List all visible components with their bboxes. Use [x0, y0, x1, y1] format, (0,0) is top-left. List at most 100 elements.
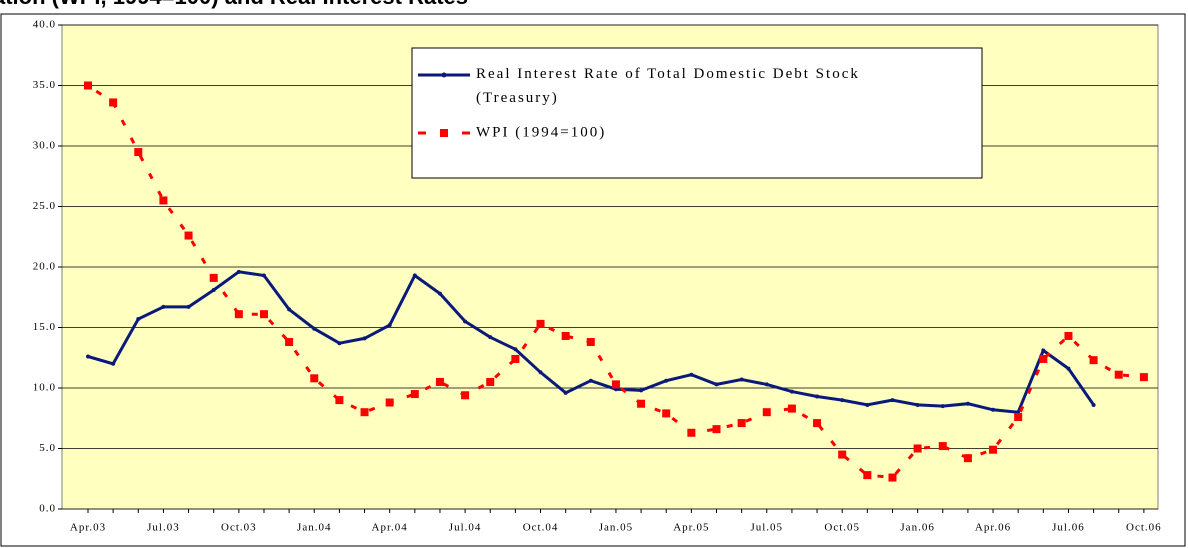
point: [236, 269, 241, 274]
point: [536, 319, 545, 328]
point: [310, 374, 319, 383]
point: [109, 98, 118, 107]
legend-label: Real Interest Rate of Total Domestic Deb…: [476, 66, 860, 106]
point: [815, 394, 820, 399]
point: [186, 304, 191, 309]
point: [463, 319, 468, 324]
chart-title: Inflation (WPI, 1994=100) and Real Inter…: [0, 0, 468, 9]
point: [1014, 413, 1023, 422]
x-tick-label: Oct.06: [1126, 522, 1162, 534]
x-tick-label: Jan.05: [599, 522, 633, 534]
point: [261, 273, 266, 278]
point: [840, 398, 845, 403]
point: [762, 408, 771, 417]
point: [337, 341, 342, 346]
point: [111, 361, 116, 366]
x-tick-label: Apr.06: [975, 522, 1011, 534]
point: [689, 372, 694, 377]
point: [1041, 348, 1046, 353]
point: [287, 307, 292, 312]
point: [687, 428, 696, 437]
legend-label: WPI (1994=100): [476, 124, 606, 140]
point: [159, 196, 168, 205]
x-tick-label: Jul.04: [449, 522, 482, 534]
x-tick-label: Oct.05: [824, 522, 860, 534]
point: [211, 287, 216, 292]
y-tick-label: 30.0: [33, 140, 56, 152]
point: [561, 331, 570, 340]
point: [915, 402, 920, 407]
point: [965, 401, 970, 406]
point: [435, 377, 444, 386]
x-tick-label: Jan.06: [900, 522, 934, 534]
point: [714, 382, 719, 387]
lines: [84, 81, 1148, 482]
point: [134, 148, 143, 157]
point: [913, 444, 922, 453]
point: [637, 399, 646, 408]
point: [989, 445, 998, 454]
point: [888, 473, 897, 482]
x-tick-label: Jul.06: [1052, 522, 1085, 534]
y-tick-label: 25.0: [33, 200, 56, 212]
legend-label-line: (Treasury): [476, 90, 559, 106]
point: [1139, 373, 1148, 382]
legend-items: Real Interest Rate of Total Domestic Deb…: [418, 66, 860, 140]
point: [136, 317, 141, 322]
x-tick-label: Oct.04: [523, 522, 559, 534]
point: [161, 304, 166, 309]
point: [412, 273, 417, 278]
y-tick-label: 20.0: [33, 261, 56, 273]
point: [563, 390, 568, 395]
point: [739, 377, 744, 382]
point: [285, 338, 294, 347]
point: [865, 402, 870, 407]
chart-frame: [0, 13, 1186, 547]
point: [1089, 356, 1098, 365]
point: [938, 442, 947, 451]
point: [737, 419, 746, 428]
point: [410, 390, 419, 399]
point: [360, 408, 369, 417]
point: [611, 380, 620, 389]
point: [184, 231, 193, 240]
point: [84, 81, 92, 90]
point: [538, 370, 543, 375]
point: [511, 354, 520, 363]
point: [1114, 370, 1123, 379]
point: [764, 382, 769, 387]
point: [639, 388, 644, 393]
point: [963, 454, 972, 463]
point: [991, 407, 996, 412]
point: [664, 378, 669, 383]
point: [387, 323, 392, 328]
point: [787, 404, 796, 413]
point: [486, 377, 495, 386]
y-tick-label: 40.0: [33, 19, 56, 31]
point: [385, 398, 394, 407]
point: [209, 273, 218, 282]
point: [1091, 402, 1096, 407]
point: [1039, 354, 1048, 363]
point: [1066, 366, 1071, 371]
x-tick-label: Apr.03: [70, 522, 106, 534]
point: [335, 396, 344, 405]
legend-swatch-marker: [441, 72, 447, 78]
point: [789, 389, 794, 394]
point: [838, 450, 847, 459]
point: [712, 425, 721, 434]
point: [86, 354, 90, 359]
point: [813, 419, 822, 428]
point: [1064, 331, 1073, 340]
x-tick-label: Jul.03: [147, 522, 180, 534]
x-tick-label: Oct.03: [221, 522, 257, 534]
x-tick-label: Apr.04: [372, 522, 408, 534]
point: [890, 398, 895, 403]
x-tick-label: Apr.05: [673, 522, 709, 534]
x-tick-label: Jan.04: [297, 522, 331, 534]
y-tick-label: 35.0: [33, 79, 56, 91]
point: [234, 310, 243, 319]
point: [588, 378, 593, 383]
y-tick-label: 5.0: [39, 442, 56, 454]
